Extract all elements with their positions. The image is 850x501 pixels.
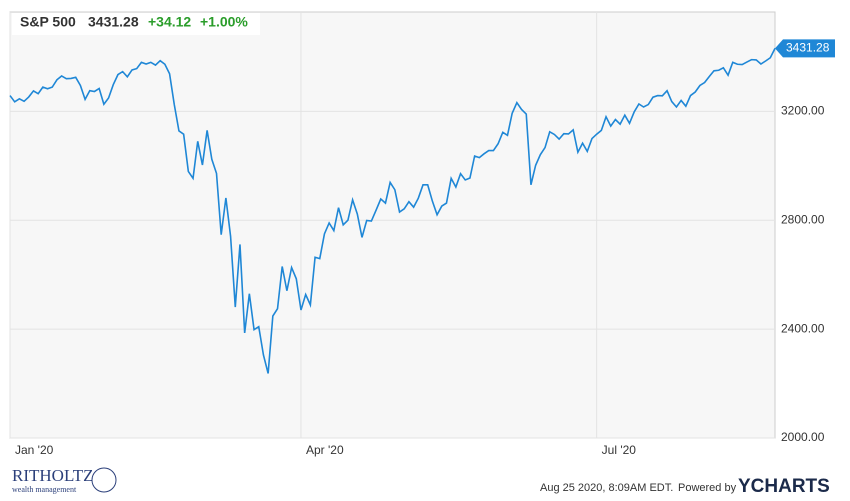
plot-area [9, 11, 776, 439]
header-box [12, 13, 260, 35]
percent-change: +1.00% [200, 14, 248, 30]
logo-name: RITHOLTZ [12, 466, 94, 485]
timestamp: Aug 25 2020, 8:09AM EDT. [540, 482, 673, 494]
ticker: S&P 500 [20, 14, 76, 30]
y-tick-label: 2000.00 [781, 430, 825, 444]
price: 3431.28 [88, 14, 139, 30]
powered-by: Powered by [678, 482, 737, 494]
last-price-label: 3431.28 [786, 41, 830, 55]
x-tick-label: Jul '20 [602, 443, 637, 457]
price-line [9, 48, 776, 374]
x-tick-label: Apr '20 [306, 443, 344, 457]
logo-tagline: wealth management [12, 485, 77, 494]
brand: YCHARTS [738, 476, 830, 497]
y-tick-label: 2800.00 [781, 212, 825, 226]
y-tick-label: 3200.00 [781, 104, 825, 118]
logo-mark [91, 467, 117, 493]
last-price-box [775, 39, 835, 58]
x-tick-label: Jan '20 [15, 443, 54, 457]
change: +34.12 [148, 14, 191, 30]
y-tick-label: 2400.00 [781, 321, 825, 335]
